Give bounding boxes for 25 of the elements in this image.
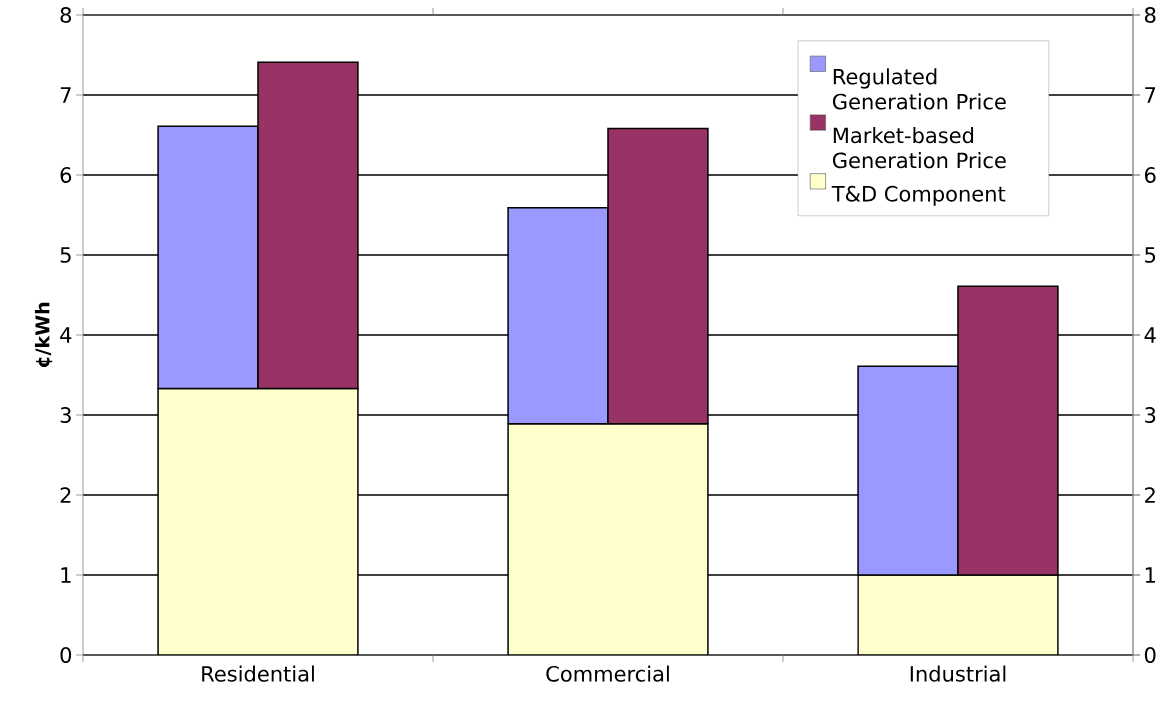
y2-tick-label: 3 xyxy=(1145,407,1156,423)
y-tick-label: 6 xyxy=(60,167,72,183)
y-tick-label: 3 xyxy=(60,407,71,423)
x-tick-label: Commercial xyxy=(546,665,669,682)
y2-tick-label: 1 xyxy=(1145,567,1155,583)
legend-label: Market-based Generation Price xyxy=(832,127,1006,169)
y2-tick-label: 4 xyxy=(1144,327,1156,343)
y2-tick-label: 0 xyxy=(1144,647,1156,663)
y-tick-label: 5 xyxy=(60,247,71,263)
legend-label: Regulated Generation Price xyxy=(832,68,1006,110)
y2-tick-label: 2 xyxy=(1145,487,1155,503)
y2-tick-label: 7 xyxy=(1145,87,1156,103)
y-tick-label: 1 xyxy=(61,567,71,583)
y-tick-label: 0 xyxy=(60,647,72,663)
x-tick-label: Industrial xyxy=(910,665,1006,682)
y-axis-title: ¢/kWh xyxy=(34,302,53,368)
y-tick-label: 2 xyxy=(60,487,71,503)
y2-tick-label: 6 xyxy=(1144,167,1156,183)
y-tick-label: 8 xyxy=(60,7,72,23)
x-tick-label: Residential xyxy=(202,665,314,682)
y-tick-label: 7 xyxy=(60,87,71,103)
legend-label: T&D Component xyxy=(831,185,1006,206)
y2-tick-label: 5 xyxy=(1145,247,1156,263)
y2-tick-label: 8 xyxy=(1144,7,1156,23)
y-tick-label: 4 xyxy=(60,327,72,343)
